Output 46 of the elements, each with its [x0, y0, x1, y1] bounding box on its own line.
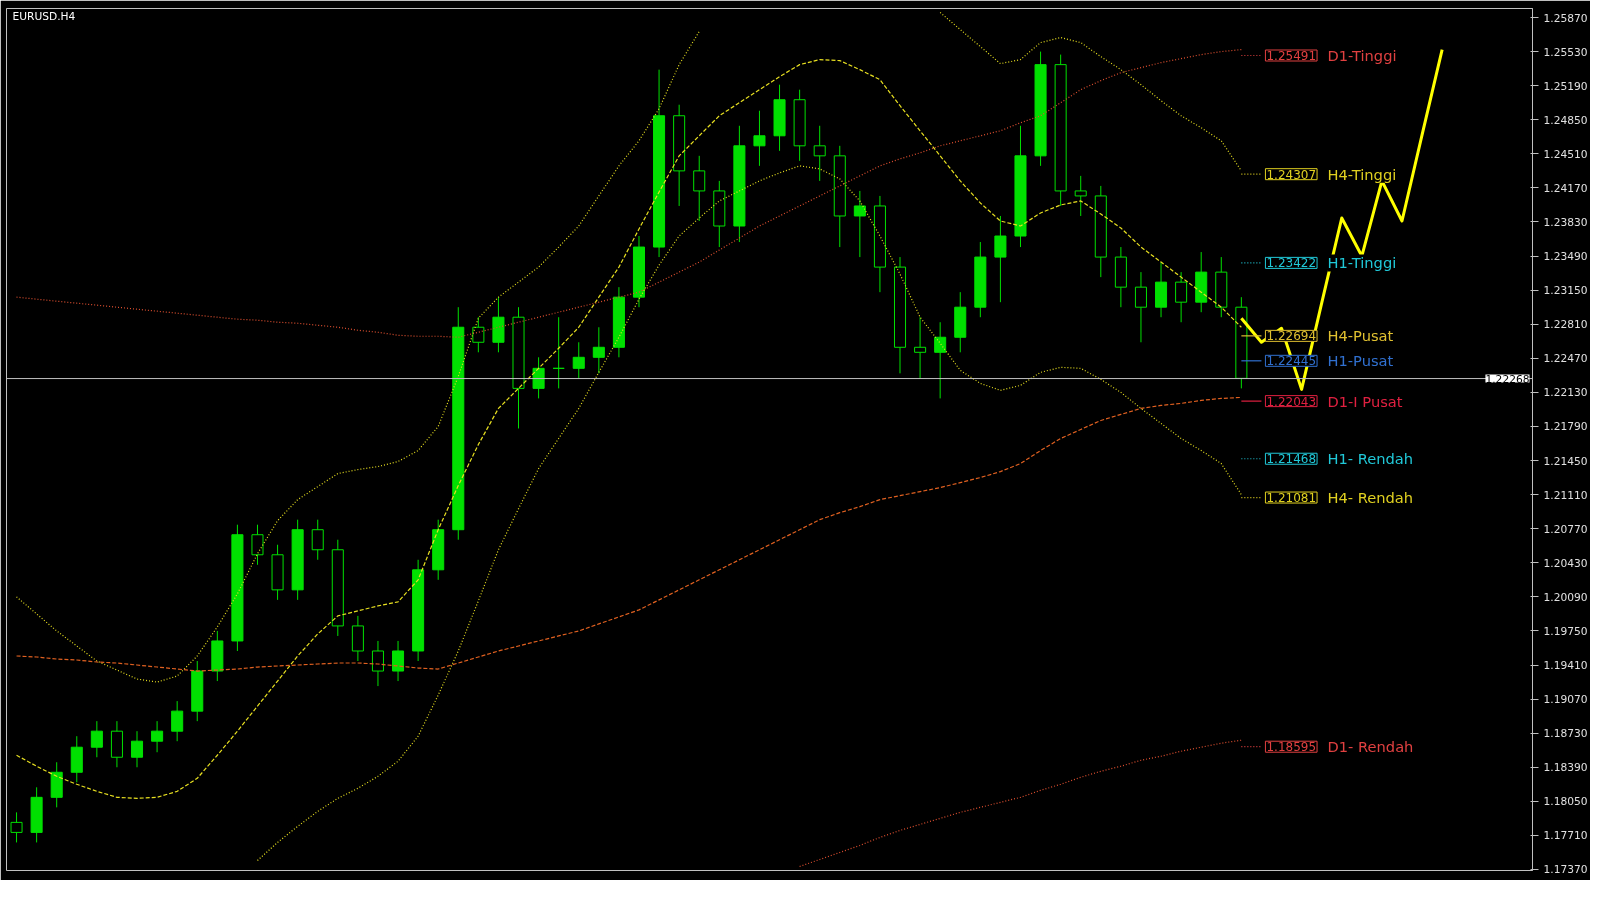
y-tick-label: 1.20770	[1543, 522, 1588, 536]
legend-label: H1- Rendah	[1327, 450, 1414, 468]
legend-label: D1-I Pusat	[1327, 392, 1403, 410]
y-tick-label: 1.23490	[1543, 250, 1588, 264]
legend-label: H1-Tinggi	[1327, 254, 1397, 272]
y-tick-label: 1.21110	[1543, 488, 1588, 502]
y-tick-label: 1.25530	[1543, 45, 1588, 59]
ref-line-label: 1.22268	[1485, 372, 1530, 386]
y-tick-label: 1.20090	[1543, 590, 1588, 604]
y-tick-label: 1.22130	[1543, 386, 1588, 400]
data-label: 1.22445	[1266, 354, 1317, 369]
data-label: 1.18595	[1266, 740, 1317, 755]
legend-label: H4- Rendah	[1327, 489, 1414, 507]
data-label: 1.21081	[1266, 491, 1317, 506]
y-tick-label: 1.17370	[1543, 863, 1588, 877]
y-tick-label: 1.21450	[1543, 454, 1588, 468]
data-label: 1.23422	[1266, 256, 1317, 271]
y-tick-label: 1.24510	[1543, 147, 1588, 161]
y-tick-label: 1.19750	[1543, 624, 1588, 638]
legend-label: H4-Pusat	[1327, 327, 1394, 345]
data-label: 1.22043	[1266, 394, 1317, 409]
y-tick-label: 1.18050	[1543, 795, 1588, 809]
y-tick-label: 1.19410	[1543, 659, 1588, 673]
data-label: 1.25491	[1266, 49, 1317, 64]
y-tick-label: 1.23150	[1543, 284, 1588, 298]
y-tick-label: 1.23830	[1543, 216, 1588, 229]
y-tick-label: 1.20430	[1543, 556, 1588, 570]
y-tick-label: 1.24170	[1543, 181, 1588, 195]
y-tick-label: 1.17710	[1543, 829, 1588, 843]
chart-title: EURUSD.H4	[12, 9, 76, 23]
y-tick-label: 1.24850	[1543, 113, 1588, 127]
y-tick-label: 1.18390	[1543, 761, 1588, 775]
y-tick-label: 1.18730	[1543, 727, 1588, 741]
legend-label: D1- Rendah	[1327, 738, 1414, 756]
legend-label: D1-Tinggi	[1327, 47, 1397, 65]
y-tick-label: 1.19070	[1543, 693, 1588, 707]
y-tick-label: 1.22810	[1543, 318, 1588, 332]
y-tick-label: 1.25190	[1543, 79, 1588, 93]
y-tick-label: 1.25870	[1543, 11, 1588, 25]
legend-label: H1-Pusat	[1327, 352, 1394, 370]
y-tick-label: 1.21790	[1543, 420, 1588, 434]
y-tick-label: 1.22470	[1543, 352, 1588, 366]
legend-label: H4-Tinggi	[1327, 165, 1397, 183]
data-label: 1.24307	[1266, 167, 1317, 182]
data-label: 1.21468	[1266, 452, 1317, 467]
data-label: 1.22694	[1266, 329, 1317, 344]
